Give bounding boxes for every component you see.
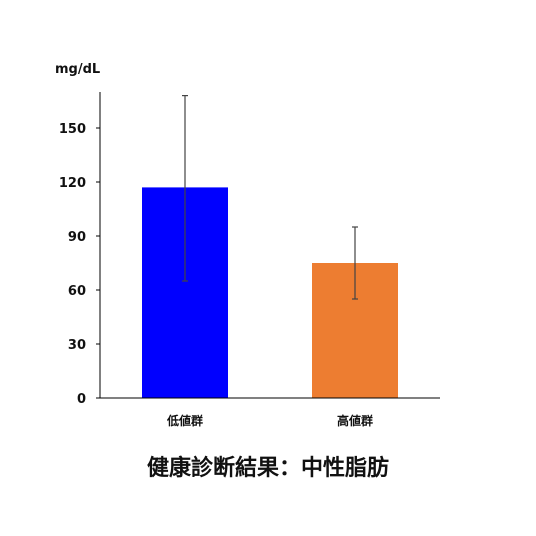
y-tick-label: 90 xyxy=(68,230,86,245)
y-tick-label: 120 xyxy=(59,176,86,191)
x-category-label: 高値群 xyxy=(337,413,373,428)
x-axis-category-labels: 低値群 高値群 xyxy=(166,413,373,428)
y-tick-label: 0 xyxy=(77,392,86,407)
error-bars xyxy=(182,94,358,300)
y-unit-label: mg/dL xyxy=(55,62,100,77)
x-category-label: 低値群 xyxy=(166,413,203,428)
y-tick-label: 30 xyxy=(68,338,86,353)
chart-title: 健康診断結果：中性脂肪 xyxy=(147,455,389,481)
y-axis-ticks: 0 30 60 90 120 150 xyxy=(59,122,100,407)
y-tick-label: 150 xyxy=(59,122,86,137)
bars xyxy=(142,187,398,398)
y-tick-label: 60 xyxy=(68,284,86,299)
